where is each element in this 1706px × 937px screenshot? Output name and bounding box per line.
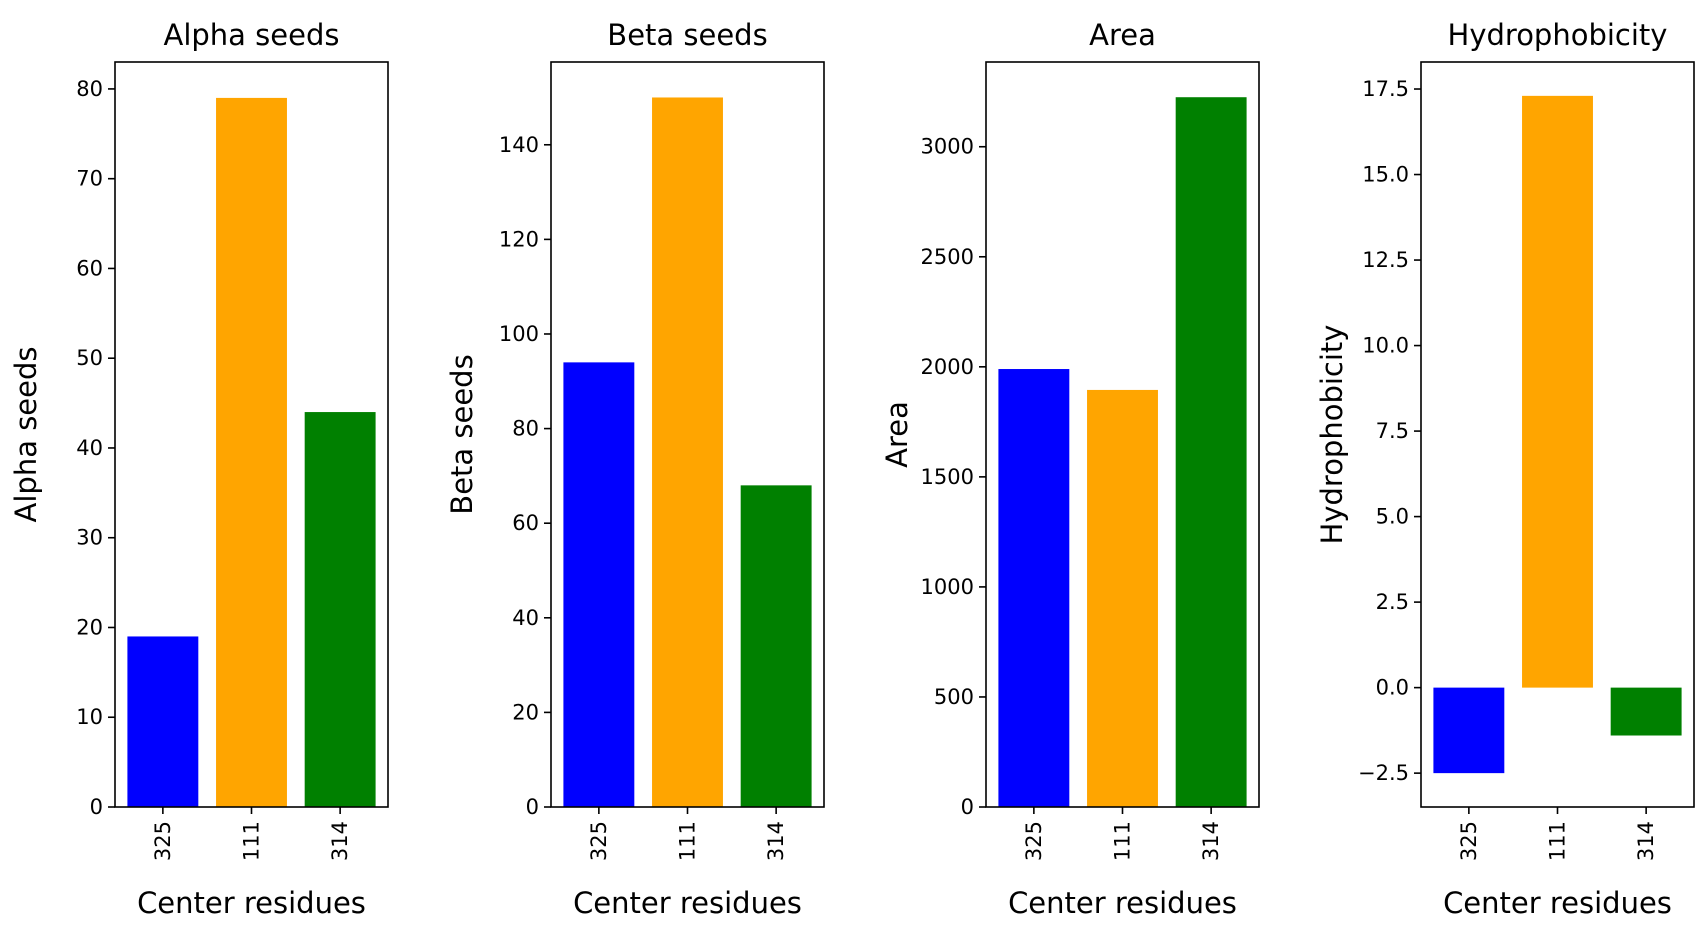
y-tick-label: 1000 <box>921 575 974 599</box>
bar-314 <box>740 485 812 807</box>
y-tick-label: −2.5 <box>1358 761 1409 785</box>
y-tick-label: 80 <box>512 417 539 441</box>
y-tick-label: 0 <box>90 795 103 819</box>
chart-panel-4: −2.5 0.0 2.5 5.0 7.5 10.0 12.5 15.0 17.5 325 111 31… <box>1315 18 1695 920</box>
y-tick-label: 5.0 <box>1376 505 1409 529</box>
bar-325 <box>127 636 199 807</box>
bar-111 <box>216 97 287 807</box>
chart-panel-2: 0 20 40 60 80 100 120 140 325 111 314 Beta seeds Cen… <box>445 18 825 920</box>
y-tick-label: 10.0 <box>1362 334 1409 358</box>
y-axis-label: Area <box>880 401 914 468</box>
x-tick-label: 325 <box>151 821 175 861</box>
y-axis-label: Beta seeds <box>445 354 479 514</box>
chart-title: Alpha seeds <box>164 18 340 52</box>
bar-314 <box>304 412 376 807</box>
y-tick-label: 140 <box>499 133 539 157</box>
chart-title: Area <box>1089 18 1156 52</box>
bar-325 <box>998 369 1070 807</box>
y-tick-label: 500 <box>934 685 974 709</box>
y-tick-label: 60 <box>76 256 103 280</box>
bar-325 <box>1433 687 1505 774</box>
y-tick-label: 40 <box>76 436 103 460</box>
y-tick-label: 100 <box>499 322 539 346</box>
x-tick-label: 314 <box>328 821 352 861</box>
x-tick-label: 111 <box>240 821 264 861</box>
y-tick-label: 40 <box>512 606 539 630</box>
y-tick-label: 0 <box>961 795 974 819</box>
y-tick-label: 0 <box>526 795 539 819</box>
x-axis-label: Center residues <box>1008 886 1237 920</box>
chart-panel-3: 0 500 1000 1500 2000 2500 3000 325 111 314 Area Cen… <box>880 18 1260 920</box>
y-tick-label: 60 <box>512 511 539 535</box>
x-tick-label: 314 <box>1634 821 1658 861</box>
y-tick-label: 2000 <box>921 355 974 379</box>
x-tick-label: 111 <box>1546 821 1570 861</box>
y-tick-label: 0.0 <box>1376 676 1409 700</box>
y-tick-label: 7.5 <box>1376 419 1409 443</box>
x-axis-label: Center residues <box>1443 886 1672 920</box>
y-tick-label: 30 <box>76 526 103 550</box>
bar-314 <box>1610 687 1682 736</box>
x-tick-label: 111 <box>1111 821 1135 861</box>
chart-title: Beta seeds <box>607 18 767 52</box>
bar-325 <box>563 362 635 807</box>
x-tick-label: 314 <box>1199 821 1223 861</box>
y-tick-label: 120 <box>499 227 539 251</box>
y-axis-label: Alpha seeds <box>9 347 43 523</box>
bar-111 <box>1087 389 1158 807</box>
y-tick-label: 3000 <box>921 135 974 159</box>
x-axis-label: Center residues <box>137 886 366 920</box>
y-tick-label: 20 <box>76 615 103 639</box>
y-tick-label: 2.5 <box>1376 590 1409 614</box>
y-axis-label: Hydrophobicity <box>1315 325 1349 545</box>
y-tick-label: 2500 <box>921 245 974 269</box>
chart-panel-1: 0 10 20 30 40 50 60 70 80 325 111 314 Alpha seeds Cen… <box>9 18 389 920</box>
bar-111 <box>652 97 723 807</box>
bar-111 <box>1522 95 1593 688</box>
y-tick-label: 80 <box>76 77 103 101</box>
y-tick-label: 15.0 <box>1362 163 1409 187</box>
y-tick-label: 12.5 <box>1362 248 1409 272</box>
bar-314 <box>1175 97 1247 808</box>
x-tick-label: 314 <box>764 821 788 861</box>
x-tick-label: 325 <box>1457 821 1481 861</box>
x-tick-label: 325 <box>1022 821 1046 861</box>
chart-title: Hydrophobicity <box>1448 18 1668 52</box>
y-tick-label: 50 <box>76 346 103 370</box>
y-tick-label: 17.5 <box>1362 77 1409 101</box>
y-tick-label: 10 <box>76 705 103 729</box>
y-tick-label: 20 <box>512 700 539 724</box>
y-tick-label: 1500 <box>921 465 974 489</box>
x-axis-label: Center residues <box>573 886 802 920</box>
x-tick-label: 111 <box>676 821 700 861</box>
x-tick-label: 325 <box>587 821 611 861</box>
y-tick-label: 70 <box>76 167 103 191</box>
